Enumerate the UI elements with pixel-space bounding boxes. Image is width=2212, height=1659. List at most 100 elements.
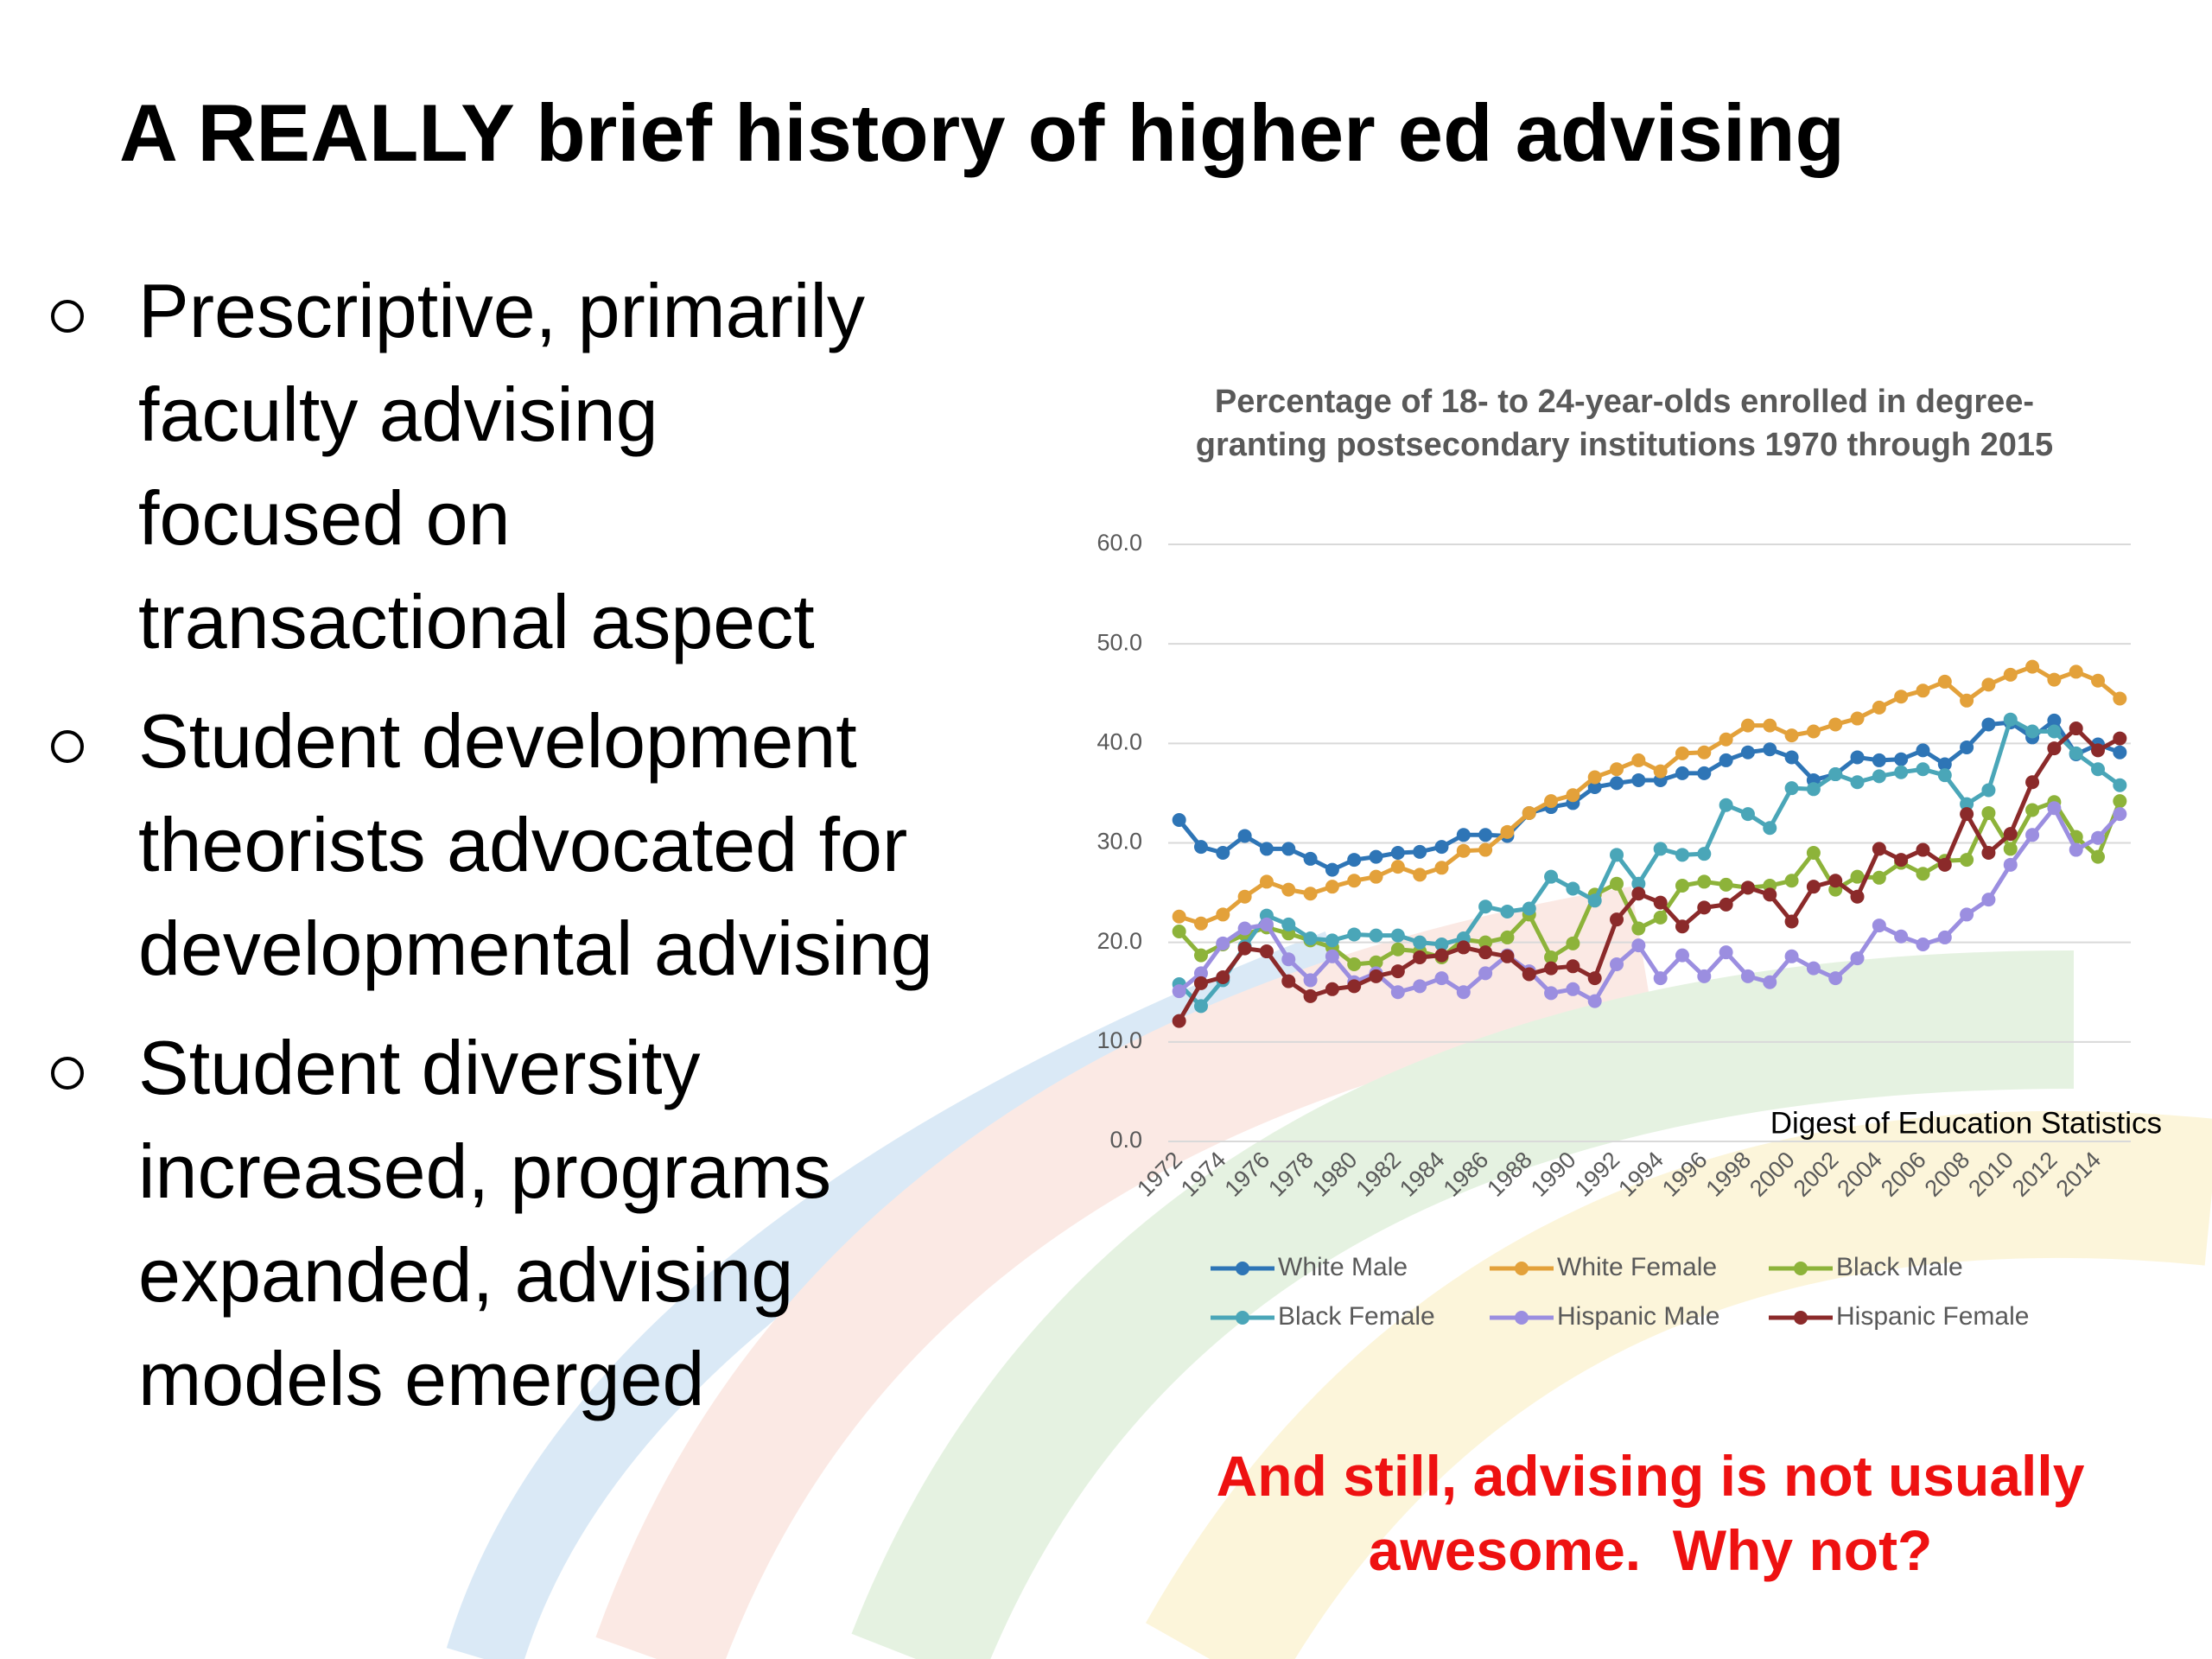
data-point [1960,693,1974,708]
data-point [1478,828,1493,842]
data-point [1763,821,1777,836]
data-point [1193,976,1208,990]
bullet: Student development theorists advocated f… [0,690,933,1001]
bullet: Prescriptive, primarily faculty advising f… [0,259,933,674]
data-point [2047,713,2062,728]
data-point [1500,949,1515,963]
data-point [1478,945,1493,960]
data-point [1697,969,1712,983]
data-point [1390,846,1405,861]
x-tick-label: 1986 [1439,1147,1494,1202]
data-point [1390,964,1405,979]
x-tick-label: 2000 [1745,1147,1800,1202]
data-point [2113,745,2127,760]
data-point [1937,674,1952,689]
data-point [1281,842,1296,856]
data-point [1916,867,1930,881]
data-point [1478,966,1493,981]
data-point [1456,940,1471,955]
data-point [1916,842,1930,857]
data-point [1828,717,1843,732]
data-point [1478,935,1493,950]
data-point [1784,914,1799,929]
data-point [1172,1014,1186,1028]
data-point [1413,868,1427,882]
data-point [2025,724,2040,739]
data-point [1719,877,1733,892]
data-point [2047,724,2062,739]
data-point [1631,921,1646,936]
data-point [1872,918,1886,933]
bullet-circle [51,1057,84,1090]
data-point [1697,847,1712,861]
data-point [1719,798,1733,812]
data-point [1413,844,1427,859]
x-tick-label: 2002 [1789,1147,1844,1202]
data-point [1522,805,1536,820]
legend-label: White Female [1557,1253,1717,1281]
data-point [1325,982,1339,996]
data-point [1631,753,1646,767]
legend-marker [1515,1262,1529,1275]
data-point [1500,904,1515,918]
legend-label: White Male [1278,1253,1408,1281]
data-point [1960,797,1974,811]
data-point [2003,712,2018,727]
data-point [1216,969,1230,984]
data-point [1610,762,1624,777]
data-point [1216,846,1230,861]
data-point [1587,770,1602,785]
data-point [1303,973,1318,988]
data-point [1566,982,1580,996]
data-point [1675,766,1689,780]
data-point [2069,721,2083,736]
data-point [1828,767,1843,782]
x-tick-label: 1978 [1263,1147,1319,1202]
bullet-marker [51,730,84,763]
data-point [1544,869,1559,884]
data-point [1981,677,1996,692]
data-point [1434,937,1449,951]
data-point [1325,949,1339,963]
data-point [1763,887,1777,902]
x-tick-label: 1984 [1395,1147,1450,1202]
data-point [1894,690,1909,704]
data-point [1587,780,1602,795]
data-point [2091,830,2106,845]
data-point [1631,772,1646,787]
legend-marker [1515,1311,1529,1325]
data-point [1828,874,1843,888]
data-point [1587,971,1602,986]
data-point [1172,909,1186,924]
data-point [2069,664,2083,679]
data-point [1369,955,1383,969]
data-point [1937,857,1952,872]
data-point [1763,718,1777,733]
data-point [2091,849,2106,864]
data-point [1960,853,1974,868]
data-point [1522,967,1536,982]
data-point [1303,851,1318,866]
data-point [1740,745,1755,760]
legend-label: Black Female [1278,1302,1435,1331]
data-point [1478,842,1493,857]
data-point [1478,899,1493,914]
x-tick-label: 1974 [1176,1147,1231,1202]
x-tick-label: 2006 [1876,1147,1931,1202]
data-point [1237,921,1252,936]
data-point [1784,949,1799,963]
data-point [1303,887,1318,901]
bullet-line: Prescriptive, primarily [138,268,866,353]
data-point [1347,927,1362,942]
x-tick-label: 1976 [1220,1147,1275,1202]
data-point [1347,874,1362,888]
x-tick-label: 1990 [1526,1147,1581,1202]
data-point [2025,828,2040,842]
bullet-line: Student development [138,698,857,784]
data-point [1675,848,1689,862]
legend-label: Black Male [1836,1253,1963,1281]
data-point [1390,860,1405,874]
bullet: Student diversity increased, programs expa… [0,1016,933,1431]
data-point [1916,683,1930,698]
legend-marker [1794,1262,1808,1275]
